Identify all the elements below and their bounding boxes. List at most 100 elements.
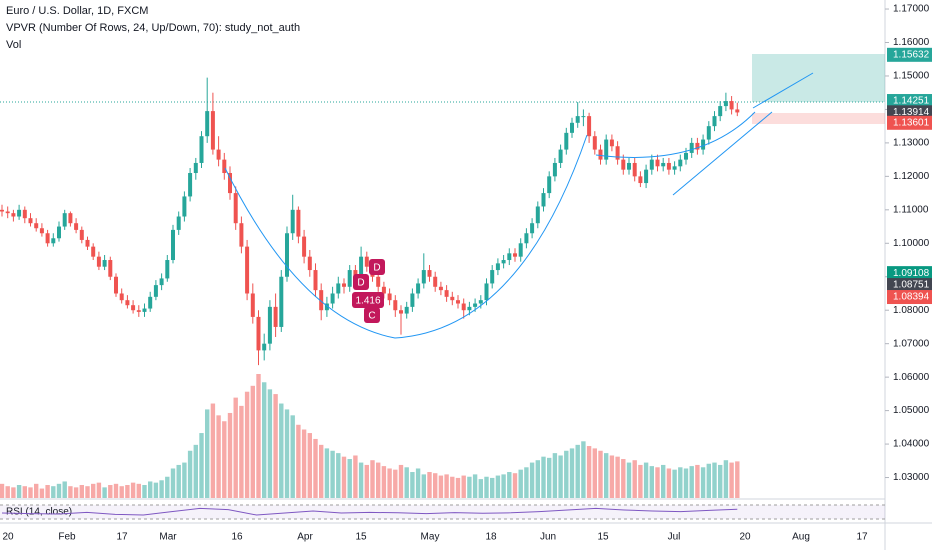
volume-bar xyxy=(79,485,84,498)
candle-body xyxy=(85,239,90,247)
candle-body xyxy=(256,316,261,351)
volume-bar xyxy=(735,461,740,498)
x-tick-label: 16 xyxy=(231,532,243,543)
candle-body xyxy=(108,260,113,277)
candle-body xyxy=(199,136,204,163)
volume-bar xyxy=(273,394,278,498)
pattern-label: 1.416 xyxy=(355,296,380,307)
volume-bar xyxy=(73,487,79,498)
volume-bar xyxy=(187,450,193,498)
candle-body xyxy=(205,111,210,137)
volume-bar xyxy=(621,459,626,498)
volume-bar xyxy=(643,462,649,498)
volume-bar xyxy=(256,374,261,498)
volume-label: Vol xyxy=(6,39,21,51)
volume-bar xyxy=(535,460,540,498)
volume-bar xyxy=(427,472,432,498)
volume-bar xyxy=(5,486,10,498)
volume-bar xyxy=(222,421,227,498)
candle-body xyxy=(171,229,175,261)
price-tag-label: 1.13914 xyxy=(893,107,930,118)
volume-bar xyxy=(210,403,216,498)
rsi-label: RSI (14, close) xyxy=(6,507,72,518)
volume-bar xyxy=(592,448,597,498)
volume-bar xyxy=(393,469,398,498)
candle-body xyxy=(541,193,546,207)
candle-body xyxy=(473,303,478,307)
candle-body xyxy=(678,159,683,167)
volume-bar xyxy=(507,472,512,498)
volume-bar xyxy=(159,480,164,498)
volume-bar xyxy=(695,464,700,498)
volume-bar xyxy=(478,479,483,498)
y-tick-label: 1.13000 xyxy=(893,138,930,149)
volume-bar xyxy=(387,468,392,498)
volume-bar xyxy=(398,464,404,498)
volume-bar xyxy=(415,468,421,498)
candle-body xyxy=(621,159,626,170)
price-tag-label: 1.08394 xyxy=(893,292,930,303)
volume-bar xyxy=(370,460,375,498)
y-tick-label: 1.10000 xyxy=(893,238,930,249)
candle-body xyxy=(250,293,255,317)
profit-zone[interactable] xyxy=(752,54,885,102)
candle-body xyxy=(592,136,597,150)
y-tick-label: 1.05000 xyxy=(893,405,930,416)
candle-body xyxy=(410,293,415,307)
cup-curve[interactable] xyxy=(224,134,588,339)
candle-body xyxy=(153,285,158,297)
volume-bar xyxy=(130,482,136,498)
volume-bar xyxy=(11,487,16,498)
volume-bar xyxy=(227,412,233,498)
price-tag-label: 1.09108 xyxy=(893,268,930,279)
volume-bar xyxy=(279,403,284,498)
candle-body xyxy=(530,223,535,234)
volume-bar xyxy=(267,389,273,498)
volume-bar xyxy=(615,456,620,498)
volume-bar xyxy=(689,466,694,498)
pattern-badge xyxy=(352,292,384,308)
candle-body xyxy=(39,228,44,234)
volume-bar xyxy=(91,483,96,498)
candle-body xyxy=(570,122,574,133)
candle-body xyxy=(131,305,136,311)
volume-bar xyxy=(307,433,312,498)
candle-body xyxy=(57,226,61,239)
volume-bar xyxy=(444,474,449,498)
candle-body xyxy=(359,256,364,277)
volume-bar xyxy=(364,464,369,498)
volume-bar xyxy=(581,441,586,498)
candle-body xyxy=(313,270,318,291)
loss-zone[interactable] xyxy=(752,113,885,124)
volume-bar xyxy=(85,486,90,498)
candle-body xyxy=(433,276,438,287)
volume-bar xyxy=(718,464,723,498)
candle-body xyxy=(558,149,563,163)
volume-bar xyxy=(404,467,409,498)
volume-bar xyxy=(199,433,204,498)
volume-bar xyxy=(683,468,689,498)
candle-body xyxy=(672,166,677,170)
volume-bar xyxy=(125,485,130,498)
handle-curve[interactable] xyxy=(595,111,756,158)
volume-bar xyxy=(148,481,153,498)
volume-bar xyxy=(244,391,250,498)
candle-body xyxy=(119,293,124,301)
candle-body xyxy=(478,300,483,304)
candle-body xyxy=(353,270,358,277)
candle-body xyxy=(34,223,39,229)
trend-line[interactable] xyxy=(752,72,814,109)
x-tick-label: May xyxy=(421,532,440,543)
volume-bar xyxy=(353,455,358,498)
volume-bar xyxy=(410,472,415,498)
volume-bar xyxy=(484,476,489,498)
volume-bar xyxy=(51,486,56,498)
volume-bar xyxy=(182,462,187,498)
volume-bar xyxy=(313,438,318,498)
candle-body xyxy=(661,162,666,167)
volume-bar xyxy=(655,467,660,498)
volume-bar xyxy=(598,450,603,498)
candle-body xyxy=(290,209,295,234)
trend-line[interactable] xyxy=(672,111,773,196)
volume-bar xyxy=(296,424,301,498)
